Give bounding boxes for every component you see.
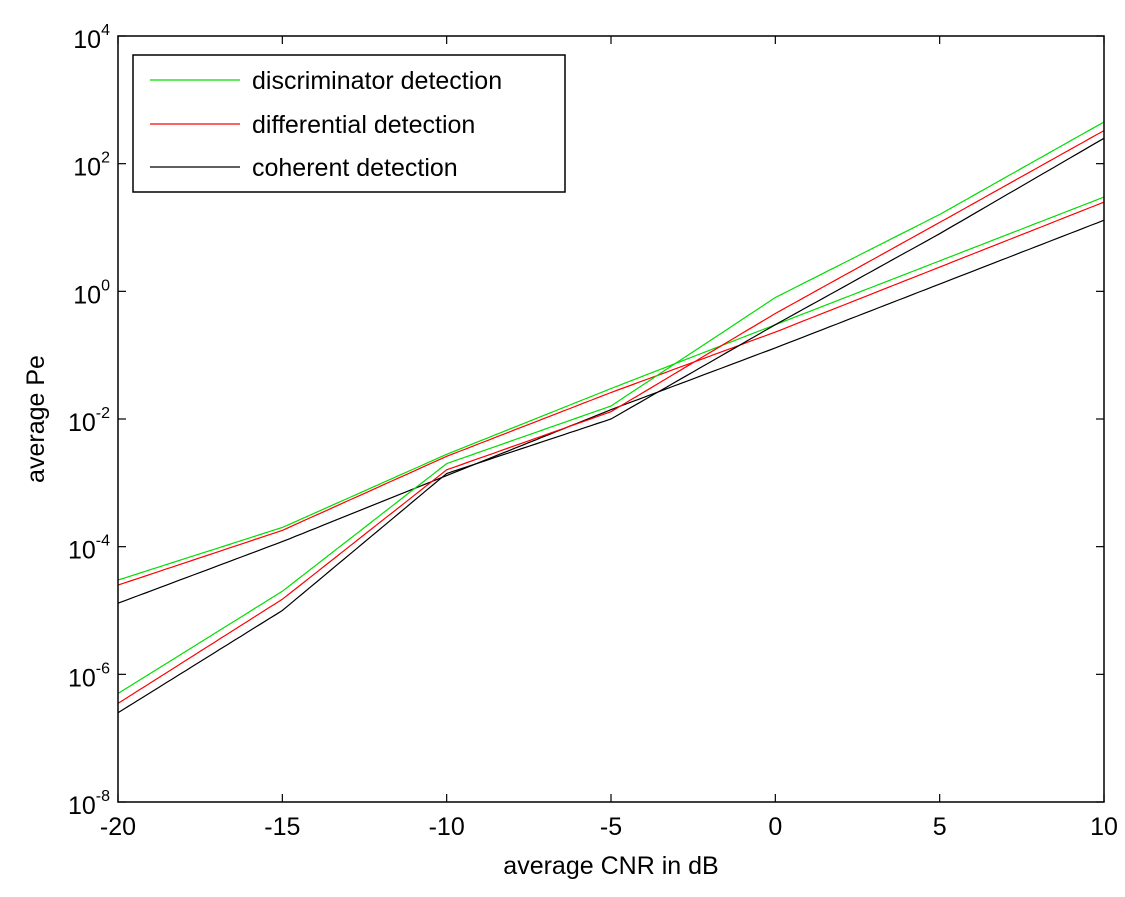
x-tick-label: -20 (100, 813, 136, 841)
y-tick-label: 102 (73, 150, 110, 182)
legend: discriminator detection differential det… (132, 54, 566, 193)
x-tick-label: 10 (1090, 813, 1118, 841)
y-tick-label: 10-2 (68, 405, 110, 437)
x-tick-label: -15 (264, 813, 300, 841)
y-tick-label: 10-8 (68, 788, 110, 820)
legend-label-discriminator: discriminator detection (252, 67, 502, 95)
y-tick-label: 104 (73, 22, 110, 54)
series-line-shallow-discriminator (117, 196, 1105, 581)
series-line-shallow-differential (117, 201, 1105, 586)
x-tick-label: -10 (429, 813, 465, 841)
y-axis-label: average Pe (22, 355, 50, 483)
series-line-steep-differential (117, 130, 1105, 704)
series-line-steep-discriminator (117, 121, 1105, 695)
series-line-shallow-coherent (117, 219, 1105, 604)
legend-label-coherent: coherent detection (252, 154, 458, 182)
legend-label-differential: differential detection (252, 111, 475, 139)
x-tick-label: 5 (933, 813, 947, 841)
x-tick-label: 0 (768, 813, 782, 841)
y-tick-label: 10-6 (68, 660, 110, 692)
x-axis-label: average CNR in dB (503, 852, 718, 880)
series-layer (117, 121, 1105, 714)
tick-layer: -20 -15 -10 -5 0 5 10 10-8 10-6 10-4 10-2 100 102 104 (68, 22, 1118, 841)
x-tick-label: -5 (600, 813, 622, 841)
series-line-steep-coherent (117, 137, 1105, 714)
y-tick-label: 10-4 (68, 533, 110, 565)
y-tick-label: 100 (73, 277, 110, 309)
